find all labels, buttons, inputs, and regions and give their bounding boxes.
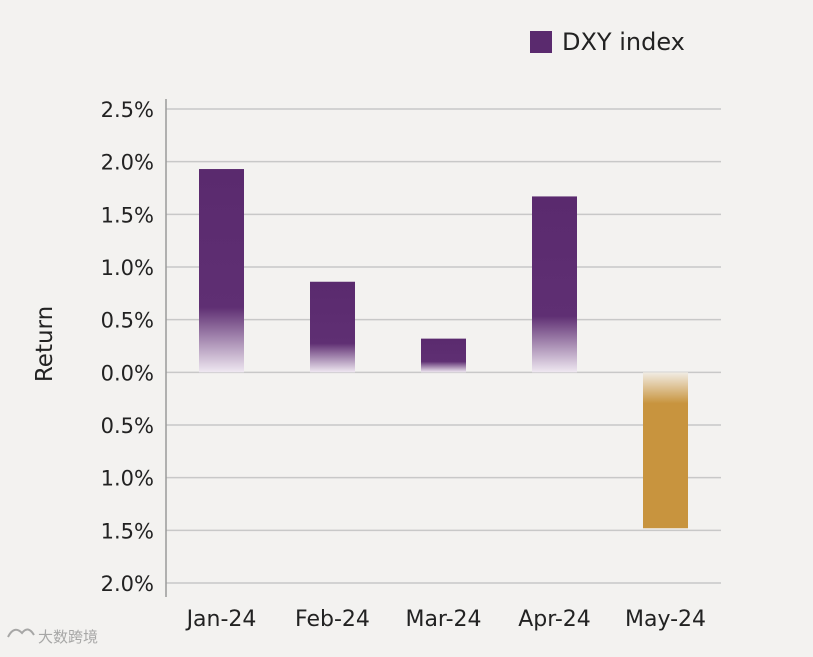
legend: DXY index [530,28,685,56]
x-tick-label: Jan-24 [185,607,257,632]
y-axis-label: Return [32,306,58,382]
bar [643,372,688,529]
watermark: 大数跨境 [7,628,98,646]
bar [310,281,355,373]
y-tick-label: 1.5% [101,519,154,543]
x-tick-label: Apr-24 [518,607,591,632]
y-tick-label: 1.0% [101,467,154,491]
y-tick-label: 2.5% [101,98,154,122]
y-tick-label: 0.0% [101,361,154,385]
x-tick-label: Mar-24 [405,607,481,632]
bar [532,196,577,373]
y-tick-label: 0.5% [101,309,154,333]
y-tick-label: 1.0% [101,256,154,280]
bar [199,169,244,373]
legend-swatch [530,31,552,53]
watermark-logo-icon [7,628,35,638]
x-tick-label: May-24 [625,607,706,632]
watermark-text: 大数跨境 [38,628,98,646]
y-tick-label: 2.0% [101,151,154,175]
legend-label: DXY index [562,28,685,56]
bars [199,169,688,529]
tick-labels: 2.5% 2.0% 1.5% 1.0% 0.5% 0.0% 0.5% 1.0% 1.5% 2.0%… [101,98,706,632]
x-tick-label: Feb-24 [295,607,370,632]
y-tick-label: 2.0% [101,572,154,596]
y-tick-label: 0.5% [101,414,154,438]
bar [421,338,466,373]
y-tick-label: 1.5% [101,203,154,227]
